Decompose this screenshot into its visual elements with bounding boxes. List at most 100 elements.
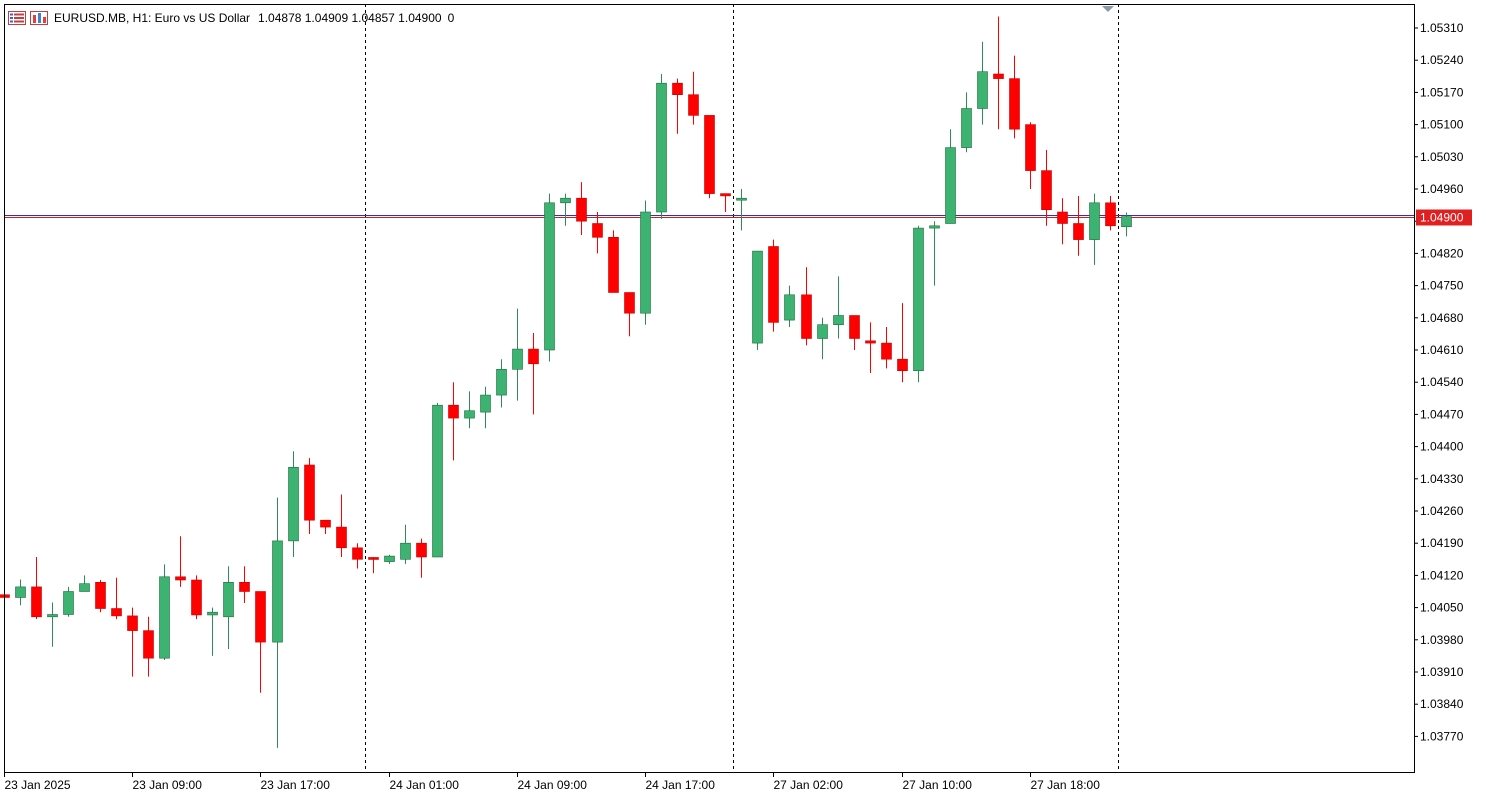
chart-shift-marker-icon[interactable] (1102, 6, 1114, 12)
candle-28 (448, 382, 459, 461)
price-label-17: 1.04120 (1420, 568, 1464, 582)
candle-57 (913, 225, 924, 383)
candle-37 (592, 212, 603, 254)
candle-13 (207, 607, 218, 656)
time-axis[interactable]: 23 Jan 2025 23 Jan 09:00 23 Jan 17:00 24 Ja… (4, 772, 1101, 792)
candle-22 (352, 543, 363, 569)
candle-1 (15, 579, 26, 606)
candle-body (191, 579, 202, 616)
price-label-8: 1.04750 (1420, 279, 1464, 293)
time-label-7: 27 Jan 10:00 (903, 778, 973, 792)
candle-54 (865, 322, 876, 373)
price-label-4: 1.05030 (1420, 150, 1464, 164)
candle-body (416, 542, 427, 558)
candle-68 (1089, 193, 1100, 265)
candle-30 (480, 386, 491, 429)
candle-70 (1121, 212, 1132, 237)
candle-50 (801, 267, 812, 346)
price-label-22: 1.03770 (1420, 729, 1464, 743)
candle-body (320, 519, 331, 528)
candle-9 (143, 616, 154, 677)
candle-body (288, 466, 299, 542)
candle-body (608, 237, 619, 293)
candle-41 (656, 74, 667, 219)
time-label-3: 24 Jan 01:00 (390, 778, 460, 792)
candle-2 (31, 557, 42, 620)
candle-51 (817, 317, 828, 360)
candle-body (849, 315, 860, 339)
price-axis[interactable]: 1.05310 1.05240 1.05170 1.05100 1.05030 1.049… (1414, 21, 1464, 743)
candle-25 (400, 524, 411, 564)
candle-body (560, 197, 571, 204)
candle-body (977, 71, 988, 109)
candle-body (576, 197, 587, 222)
candle-56 (897, 303, 908, 383)
candle-7 (111, 577, 122, 620)
candle-43 (688, 71, 699, 125)
candle-42 (672, 78, 683, 134)
chart-frame (4, 4, 1415, 773)
candle-body (704, 115, 715, 194)
chart-bars-icon[interactable] (30, 11, 48, 25)
candle-body (656, 82, 667, 213)
price-label-12: 1.04470 (1420, 407, 1464, 421)
candle-body (945, 147, 956, 224)
candle-body (47, 614, 58, 618)
current-price-label: 1.04900 (1420, 211, 1464, 225)
candle-body (95, 581, 106, 609)
candle-40 (640, 200, 651, 325)
candle-61 (977, 41, 988, 125)
candle-39 (624, 292, 635, 337)
candle-29 (464, 391, 475, 429)
candle-49 (784, 285, 795, 327)
candle-34 (544, 193, 555, 362)
time-label-1: 23 Jan 09:00 (133, 778, 203, 792)
volume-value: 0 (447, 11, 455, 25)
candle-20 (320, 519, 331, 534)
candle-body (448, 404, 459, 419)
candle-5 (79, 575, 90, 592)
time-label-6: 27 Jan 02:00 (774, 778, 844, 792)
price-label-11: 1.04540 (1420, 375, 1464, 389)
candle-body (1041, 170, 1052, 211)
candle-body (833, 315, 844, 325)
candle-body (464, 410, 475, 419)
price-lines (4, 215, 1414, 218)
price-label-13: 1.04400 (1420, 440, 1464, 454)
candle-body (929, 225, 940, 229)
candle-67 (1073, 195, 1084, 256)
candle-18 (288, 451, 299, 557)
candle-body (1057, 211, 1068, 224)
candle-32 (512, 308, 523, 401)
candle-58 (929, 221, 940, 286)
candle-body (865, 340, 876, 344)
candle-body (143, 630, 154, 659)
ohlc-values: 1.04878 1.04909 1.04857 1.04900 (258, 11, 442, 25)
candle-body (736, 197, 747, 201)
chart-list-icon[interactable] (8, 11, 26, 25)
time-label-4: 24 Jan 09:00 (518, 778, 588, 792)
price-label-5: 1.04960 (1420, 182, 1464, 196)
candle-11 (175, 536, 186, 587)
candle-10 (159, 564, 170, 661)
candle-body (784, 294, 795, 321)
candle-19 (304, 458, 315, 534)
candle-body (15, 586, 26, 598)
plot-border (4, 4, 1415, 773)
price-label-7: 1.04820 (1420, 246, 1464, 260)
candle-47 (752, 250, 763, 350)
candle-21 (336, 494, 347, 557)
candle-66 (1057, 198, 1068, 245)
candle-body (993, 73, 1004, 79)
time-label-5: 24 Jan 17:00 (646, 778, 716, 792)
candle-23 (368, 557, 379, 574)
current-price-tag: 1.04900 (1416, 209, 1472, 226)
candle-body (768, 246, 779, 323)
candle-body (480, 394, 491, 413)
candle-27 (432, 402, 443, 558)
candle-6 (95, 580, 106, 613)
candle-body (63, 591, 74, 615)
candle-body (913, 227, 924, 372)
